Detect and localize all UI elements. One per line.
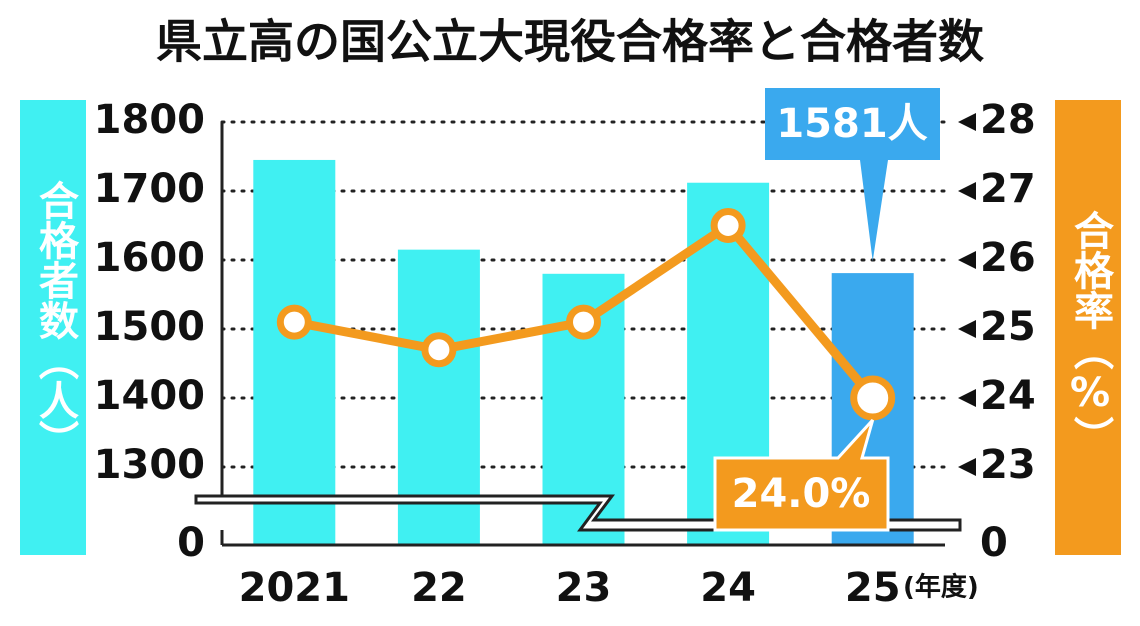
y2-tick-label: 28: [980, 97, 1036, 143]
x-tick-label: 23: [556, 565, 612, 611]
rate-marker: [276, 304, 312, 340]
y-tick-label: 1300: [94, 442, 205, 488]
y-tick-label: 0: [177, 520, 205, 566]
y2-axis-label: 合格率（%）: [1067, 210, 1114, 456]
y-tick-label: 1400: [94, 373, 205, 419]
y2-label-box: [1055, 100, 1121, 555]
y2-tick-label: 25: [980, 304, 1036, 350]
x-unit-label: (年度): [903, 572, 979, 603]
y-tick-label: 1600: [94, 235, 205, 281]
rate-marker: [850, 375, 896, 421]
chart-title: 県立高の国公立大現役合格率と合格者数: [156, 15, 984, 69]
bar: [253, 159, 336, 545]
tick-mark: [958, 389, 976, 407]
tick-mark: [958, 113, 976, 131]
value-label: 1581人: [776, 101, 927, 147]
y-axis-label: 合格者数（人）: [32, 180, 79, 460]
tick-mark: [958, 320, 976, 338]
x-tick-label: 2021: [239, 565, 350, 611]
tick-mark: [958, 251, 976, 269]
value-label: 24.0%: [732, 471, 871, 517]
tick-mark: [958, 182, 976, 200]
y2-tick-label: 0: [980, 520, 1008, 566]
rate-marker: [566, 304, 601, 340]
y-label-box: [20, 100, 86, 555]
x-tick-label: 24: [700, 565, 756, 611]
y-tick-label: 1500: [94, 304, 205, 350]
rate-marker: [421, 332, 457, 368]
x-tick-label: 25: [845, 565, 901, 611]
y2-tick-label: 24: [980, 373, 1036, 419]
callout: [765, 88, 940, 262]
tick-mark: [958, 458, 976, 476]
y2-tick-label: 23: [980, 442, 1036, 488]
y2-tick-label: 26: [980, 235, 1036, 281]
x-tick-label: 22: [411, 565, 467, 611]
rate-marker: [710, 208, 746, 243]
y-tick-label: 1800: [94, 97, 205, 143]
callout: [713, 418, 890, 532]
y-tick-label: 1700: [94, 166, 205, 212]
y2-tick-label: 27: [980, 166, 1036, 212]
